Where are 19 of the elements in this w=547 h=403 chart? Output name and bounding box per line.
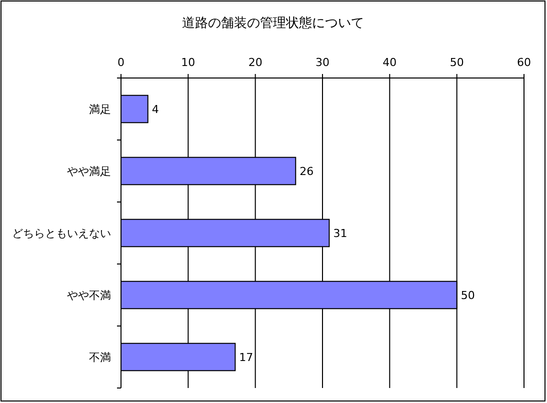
y-tick-label: どちらともいえない [12,227,111,240]
x-tick-label: 20 [248,56,262,69]
x-tick-label: 60 [517,56,531,69]
x-tick-label: 10 [181,56,196,69]
data-label: 26 [300,165,314,178]
y-tick-label: やや満足 [67,165,111,178]
data-label: 17 [239,351,254,364]
x-tick-label: 50 [450,56,464,69]
data-label: 50 [460,289,475,302]
data-label: 31 [333,227,348,240]
x-tick-label: 0 [118,56,124,69]
y-tick-label: 不満 [89,351,111,364]
chart-title: 道路の舗装の管理状態について [182,16,364,31]
x-tick-label: 40 [382,56,397,69]
y-tick-label: 満足 [89,103,111,116]
x-tick-label: 30 [316,56,330,69]
y-tick-label: やや不満 [67,289,111,302]
bar [120,94,148,124]
data-label: 4 [152,103,159,116]
